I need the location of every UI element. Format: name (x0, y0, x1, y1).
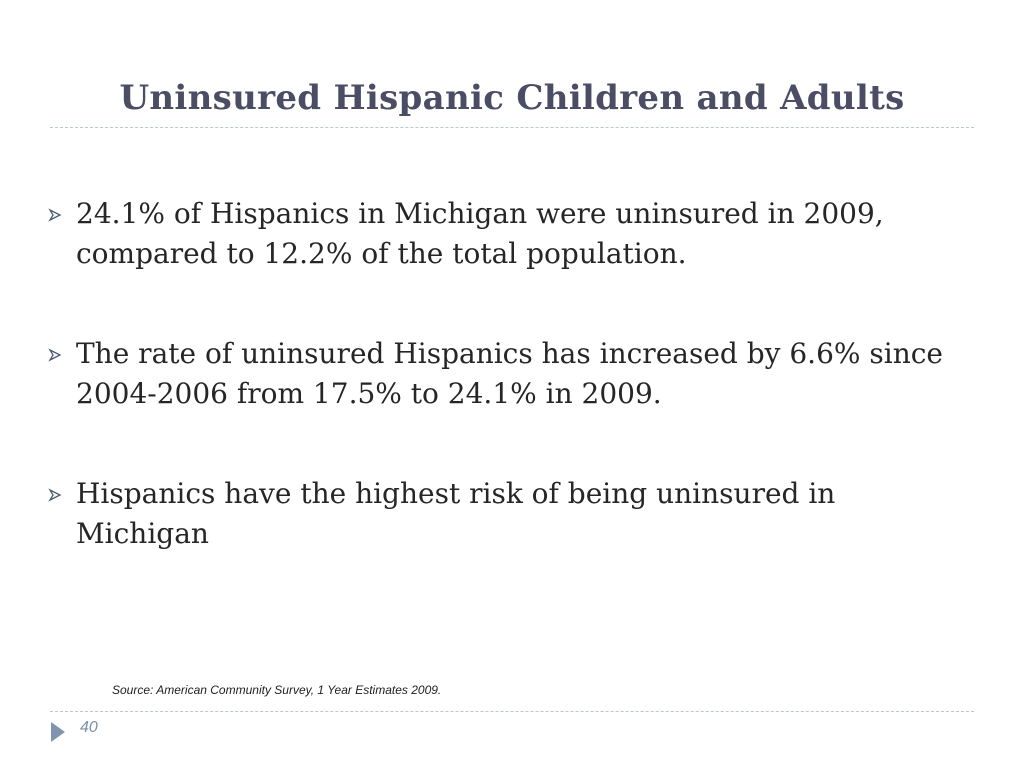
footer-divider (50, 711, 974, 712)
arrow-bullet-icon (48, 194, 62, 234)
bullet-text: The rate of uninsured Hispanics has incr… (76, 337, 944, 410)
triangle-right-icon (51, 722, 65, 747)
bullet-item: 24.1% of Hispanics in Michigan were unin… (46, 194, 966, 274)
title-divider (50, 127, 974, 128)
arrow-bullet-icon (48, 474, 62, 514)
source-citation: Source: American Community Survey, 1 Yea… (112, 683, 442, 697)
bullet-text: 24.1% of Hispanics in Michigan were unin… (76, 197, 884, 270)
page-number: 40 (80, 719, 98, 736)
bullet-text: Hispanics have the highest risk of being… (76, 477, 836, 550)
bullet-item: The rate of uninsured Hispanics has incr… (46, 334, 966, 414)
bullet-item: Hispanics have the highest risk of being… (46, 474, 966, 554)
arrow-bullet-icon (48, 334, 62, 374)
slide-title: Uninsured Hispanic Children and Adults (119, 78, 905, 118)
bullet-list: 24.1% of Hispanics in Michigan were unin… (46, 194, 966, 614)
